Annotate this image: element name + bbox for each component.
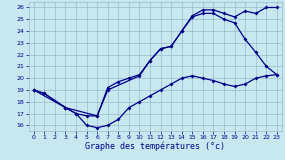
X-axis label: Graphe des températures (°c): Graphe des températures (°c)	[85, 142, 225, 151]
